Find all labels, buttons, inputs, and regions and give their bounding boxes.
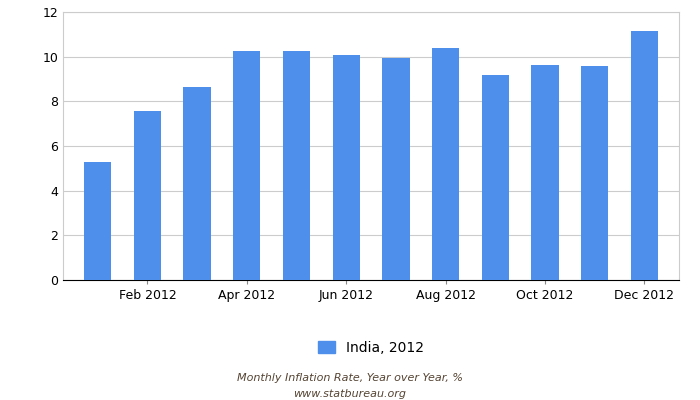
Bar [134, 111, 161, 280]
Text: www.statbureau.org: www.statbureau.org [293, 389, 407, 399]
Text: Monthly Inflation Rate, Year over Year, %: Monthly Inflation Rate, Year over Year, … [237, 373, 463, 383]
Bar [84, 162, 111, 280]
Bar [432, 48, 459, 280]
Bar [382, 58, 410, 280]
Bar [581, 66, 608, 280]
Bar [283, 51, 310, 280]
Bar [531, 65, 559, 280]
Bar [631, 30, 658, 280]
Bar [233, 51, 260, 280]
Legend: India, 2012: India, 2012 [313, 335, 429, 360]
Bar [183, 87, 211, 280]
Bar [332, 55, 360, 280]
Bar [482, 75, 509, 280]
